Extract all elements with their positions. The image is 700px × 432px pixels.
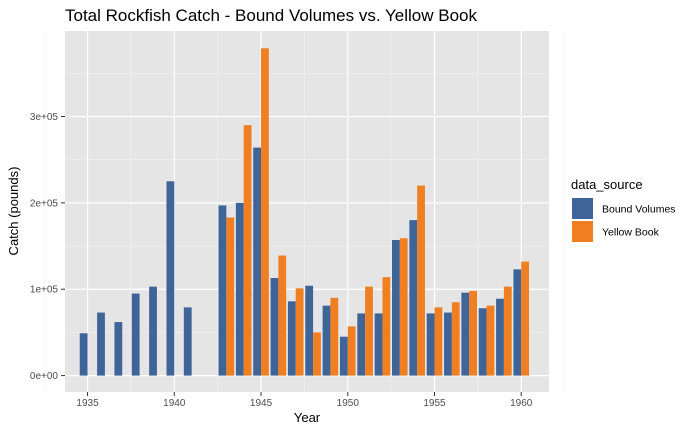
x-tick-label: 1935 <box>76 398 99 409</box>
chart-title: Total Rockfish Catch - Bound Volumes vs.… <box>65 6 477 25</box>
legend: data_source Bound Volumes Yellow Book <box>571 177 676 242</box>
bar-yellow-book-1944 <box>243 125 252 376</box>
bar-yellow-book-1952 <box>382 277 391 376</box>
bar-bound-volumes-1959 <box>496 298 504 376</box>
bar-bound-volumes-1952 <box>374 313 383 376</box>
bar-yellow-book-1955 <box>434 307 443 376</box>
x-tick-label: 1945 <box>250 398 273 409</box>
x-axis-title: Year <box>294 410 321 425</box>
bar-bound-volumes-1955 <box>426 313 435 376</box>
y-tick-label: 3e+05 <box>30 112 59 123</box>
bar-bound-volumes-1957 <box>461 292 470 376</box>
bar-bound-volumes-1948 <box>305 285 314 376</box>
x-tick-label: 1950 <box>337 398 360 409</box>
bar-bound-volumes-1938 <box>131 293 140 376</box>
x-axis-ticks: 1935 1940 1945 1950 1955 1960 <box>76 392 533 409</box>
bar-yellow-book-1949 <box>330 297 339 376</box>
y-axis-title: Catch (pounds) <box>6 167 21 256</box>
bar-yellow-book-1957 <box>469 290 478 376</box>
legend-label-yellow-book: Yellow Book <box>602 227 660 239</box>
bar-yellow-book-1960 <box>521 261 530 376</box>
bar-bound-volumes-1960 <box>513 269 522 376</box>
bar-yellow-book-1947 <box>295 288 304 376</box>
bar-bound-volumes-1947 <box>287 301 296 376</box>
bar-yellow-book-1959 <box>503 286 512 376</box>
bar-bound-volumes-1944 <box>235 202 244 376</box>
legend-title: data_source <box>571 177 643 192</box>
bar-bound-volumes-1943 <box>218 205 227 376</box>
bar-yellow-book-1958 <box>486 305 495 376</box>
bar-bound-volumes-1937 <box>114 322 123 376</box>
bar-bound-volumes-1951 <box>357 313 366 376</box>
bar-yellow-book-1943 <box>226 217 235 376</box>
bar-bound-volumes-1936 <box>97 312 105 376</box>
bar-bound-volumes-1950 <box>339 336 348 376</box>
bar-yellow-book-1950 <box>347 326 356 376</box>
bar-yellow-book-1946 <box>278 255 287 376</box>
bar-bound-volumes-1956 <box>444 312 452 376</box>
x-tick-label: 1940 <box>163 398 186 409</box>
bar-bound-volumes-1935 <box>79 333 88 376</box>
bar-yellow-book-1951 <box>365 286 373 376</box>
bar-bound-volumes-1954 <box>409 220 418 376</box>
bar-yellow-book-1948 <box>313 332 321 376</box>
bar-yellow-book-1953 <box>399 238 408 376</box>
bar-bound-volumes-1939 <box>149 286 157 376</box>
bar-bound-volumes-1941 <box>183 307 192 376</box>
y-tick-label: 0e+00 <box>30 371 59 382</box>
x-tick-label: 1955 <box>423 398 446 409</box>
legend-swatch-yellow-book <box>572 221 593 242</box>
bar-bound-volumes-1946 <box>270 278 279 376</box>
legend-swatch-bound-volumes <box>572 198 593 219</box>
bars <box>79 48 530 376</box>
bar-bound-volumes-1949 <box>322 305 331 376</box>
legend-label-bound-volumes: Bound Volumes <box>602 204 676 216</box>
bar-yellow-book-1956 <box>451 302 460 376</box>
x-tick-label: 1960 <box>510 398 533 409</box>
y-tick-label: 1e+05 <box>30 285 59 296</box>
y-axis-ticks: 0e+00 1e+05 2e+05 3e+05 <box>30 112 65 382</box>
bar-yellow-book-1954 <box>417 185 425 376</box>
grid-lines <box>43 31 565 392</box>
bar-bound-volumes-1953 <box>392 240 400 376</box>
bar-bound-volumes-1958 <box>478 308 487 376</box>
y-tick-label: 2e+05 <box>30 198 59 209</box>
bar-bound-volumes-1940 <box>166 181 175 376</box>
bar-yellow-book-1945 <box>261 48 269 376</box>
bar-bound-volumes-1945 <box>253 147 262 376</box>
